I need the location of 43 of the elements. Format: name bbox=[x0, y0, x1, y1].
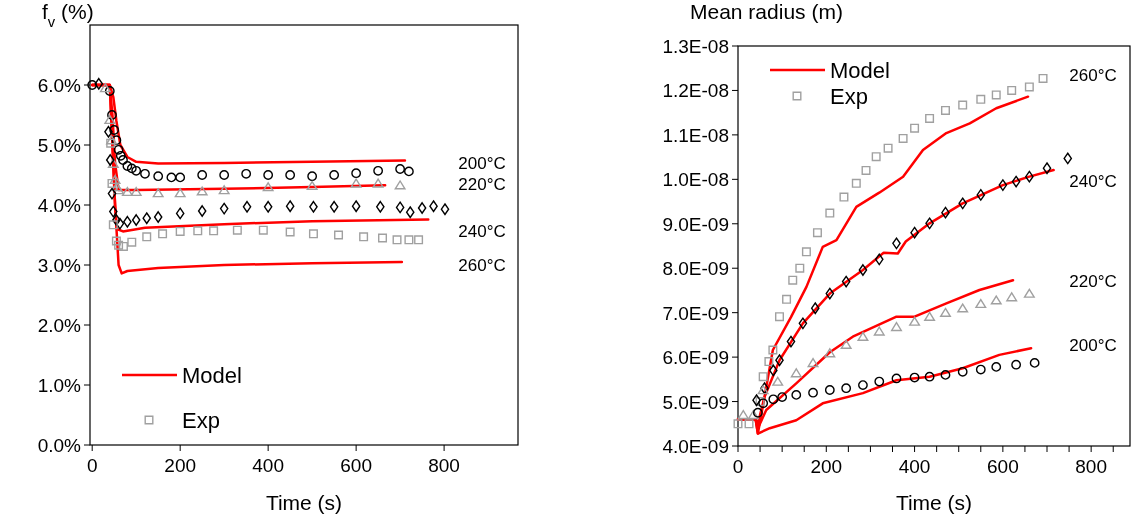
x-tick-label: 400 bbox=[898, 456, 931, 477]
y-tick-label: 1.2E-08 bbox=[662, 80, 729, 102]
y-tick-label: 1.0% bbox=[37, 375, 82, 396]
legend-label: Exp bbox=[182, 408, 220, 433]
annotation: 260°C bbox=[1069, 66, 1117, 85]
y-tick-label: 6.0E-09 bbox=[662, 347, 729, 369]
y-tick-label: 4.0% bbox=[37, 195, 82, 216]
x-tick-label: 600 bbox=[340, 455, 372, 476]
y-tick-label: 4.0E-09 bbox=[662, 436, 729, 457]
y-tick-label: 5.0E-09 bbox=[662, 391, 729, 413]
x-tick-label: 200 bbox=[164, 455, 197, 476]
x-tick-label: 800 bbox=[1075, 456, 1107, 477]
y-tick-label: 1.3E-08 bbox=[662, 36, 729, 57]
annotation: 240°C bbox=[458, 222, 506, 241]
x-tick-label: 600 bbox=[987, 456, 1019, 477]
x-axis-title: Time (s) bbox=[265, 491, 343, 514]
annotation: 200°C bbox=[1069, 336, 1117, 355]
x-tick-label: 0 bbox=[732, 456, 744, 477]
x-tick-label: 200 bbox=[810, 456, 843, 477]
y-tick-label: 9.0E-09 bbox=[662, 213, 729, 235]
x-tick-label: 400 bbox=[252, 455, 284, 476]
legend-label: Model bbox=[182, 363, 242, 388]
y-axis-title: Mean radius (m) bbox=[690, 0, 843, 23]
annotation: 220°C bbox=[1069, 272, 1117, 291]
y-tick-label: 5.0% bbox=[37, 135, 82, 156]
y-tick-label: 3.0% bbox=[37, 255, 82, 276]
legend-label: Model bbox=[830, 58, 890, 83]
annotation: 260°C bbox=[458, 256, 506, 275]
x-tick-label: 800 bbox=[428, 455, 460, 476]
legend-label: Exp bbox=[830, 84, 868, 109]
x-axis-title: Time (s) bbox=[895, 491, 973, 514]
y-tick-label: 0.0% bbox=[37, 435, 82, 456]
annotation: 200°C bbox=[458, 154, 506, 173]
y-tick-label: 1.1E-08 bbox=[662, 124, 729, 146]
y-tick-label: 8.0E-09 bbox=[662, 258, 729, 280]
y-tick-label: 2.0% bbox=[37, 315, 82, 336]
y-tick-label: 7.0E-09 bbox=[662, 302, 729, 324]
annotation: 220°C bbox=[458, 175, 506, 194]
y-axis-title: f$_{v}$ (%) bbox=[42, 0, 94, 30]
y-tick-label: 1.0E-08 bbox=[662, 169, 729, 191]
x-tick-label: 0 bbox=[86, 455, 98, 476]
y-tick-label: 6.0% bbox=[37, 75, 82, 96]
annotation: 240°C bbox=[1069, 172, 1117, 191]
